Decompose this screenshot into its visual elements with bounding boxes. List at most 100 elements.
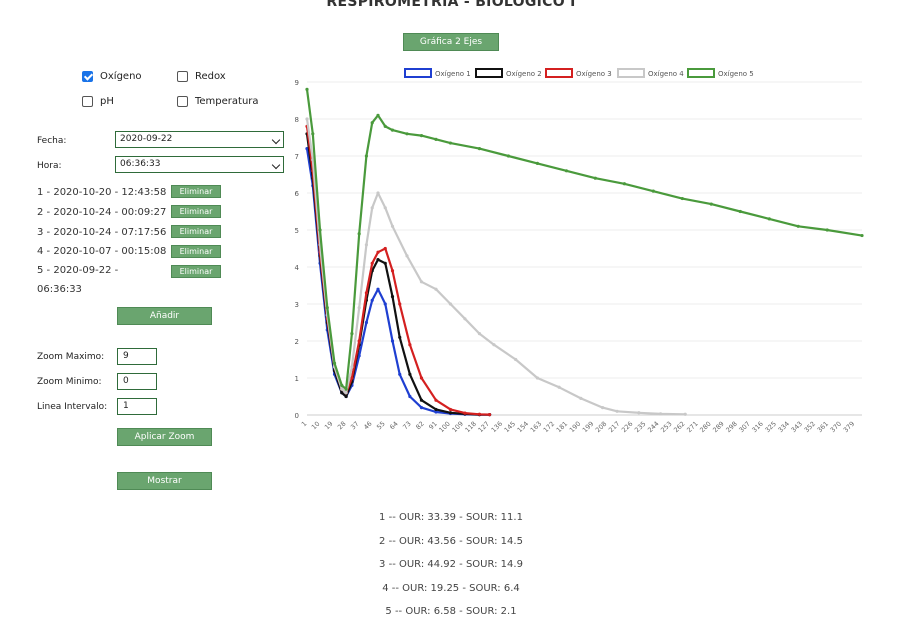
x-tick-label: 280 (698, 420, 712, 434)
data-point (680, 196, 684, 201)
data-point (398, 335, 402, 339)
data-point (383, 206, 387, 210)
delete-record-button[interactable]: Eliminar (171, 185, 221, 198)
record-item: 1 - 2020-10-20 - 12:43:58 (37, 187, 167, 198)
interval-input[interactable]: 1 (117, 398, 157, 415)
data-point (434, 287, 438, 291)
data-point (398, 372, 402, 376)
fecha-label: Fecha: (37, 136, 67, 146)
x-tick-label: 271 (685, 420, 699, 434)
x-tick-label: 37 (349, 420, 361, 432)
chevron-down-icon (271, 135, 281, 145)
x-tick-label: 262 (672, 420, 686, 434)
checkbox-temperatura[interactable] (177, 96, 188, 107)
record-item: 4 - 2020-10-07 - 00:15:08 (37, 246, 167, 257)
y-tick-label: 6 (295, 190, 300, 198)
result-line: 3 -- OUR: 44.92 - SOUR: 14.9 (379, 559, 523, 570)
x-tick-label: 1 (300, 420, 309, 429)
delete-record-button[interactable]: Eliminar (171, 265, 221, 278)
data-point (340, 387, 344, 391)
x-tick-label: 253 (659, 420, 673, 434)
zoom-max-input[interactable]: 9 (117, 348, 157, 365)
data-point (357, 354, 361, 358)
data-point (448, 407, 453, 412)
legend-swatch (545, 68, 573, 78)
show-button[interactable]: Mostrar (117, 472, 212, 490)
zoom-max-label: Zoom Maximo: (37, 352, 105, 362)
checkbox-oxigeno[interactable] (82, 71, 93, 82)
y-tick-label: 5 (295, 227, 299, 235)
x-tick-label: 244 (646, 420, 660, 434)
data-point (383, 246, 387, 251)
two-axis-chart-button[interactable]: Gráfica 2 Ejes (403, 33, 499, 51)
zoom-min-input[interactable]: 0 (117, 373, 157, 390)
data-point (390, 269, 395, 273)
checkbox-temperatura-label: Temperatura (195, 96, 259, 107)
data-point (376, 287, 380, 291)
data-point (477, 412, 482, 416)
data-point (506, 154, 511, 158)
data-point (419, 280, 424, 284)
data-point (357, 306, 361, 310)
data-point (651, 189, 655, 193)
delete-record-button[interactable]: Eliminar (171, 225, 221, 238)
series-line-5 (305, 89, 863, 391)
data-point (408, 372, 412, 376)
y-tick-label: 4 (295, 264, 300, 272)
hora-value: 06:36:33 (120, 159, 161, 169)
hora-select[interactable]: 06:36:33 (115, 156, 284, 173)
data-point (405, 254, 409, 258)
data-point (535, 161, 540, 165)
result-line: 2 -- OUR: 43.56 - SOUR: 14.5 (379, 536, 523, 547)
data-point (463, 317, 467, 321)
result-line: 4 -- OUR: 19.25 - SOUR: 6.4 (382, 583, 520, 594)
x-tick-label: 217 (607, 420, 621, 434)
x-tick-label: 46 (362, 420, 374, 432)
x-tick-label: 235 (633, 420, 647, 434)
data-point (332, 361, 337, 365)
data-point (305, 117, 309, 121)
legend-swatch (404, 68, 432, 78)
x-tick-label: 226 (620, 420, 634, 434)
data-point (434, 407, 438, 412)
data-point (364, 243, 369, 247)
data-point (383, 124, 387, 128)
interval-label: Linea Intervalo: (37, 402, 108, 412)
data-point (305, 87, 309, 91)
data-point (448, 411, 453, 415)
data-point (364, 154, 369, 158)
data-point (658, 412, 663, 416)
x-tick-label: 289 (711, 420, 725, 434)
x-tick-label: 199 (581, 420, 595, 434)
legend-label: Oxígeno 5 (718, 70, 754, 78)
data-point (340, 383, 344, 387)
apply-zoom-button[interactable]: Aplicar Zoom (117, 428, 212, 446)
checkbox-ph[interactable] (82, 96, 93, 107)
delete-record-button[interactable]: Eliminar (171, 205, 221, 218)
legend-label: Oxígeno 3 (576, 70, 612, 78)
data-point (376, 191, 380, 195)
x-tick-label: 145 (503, 420, 517, 434)
data-point (390, 128, 395, 132)
legend-label: Oxígeno 4 (648, 70, 684, 78)
x-tick-label: 325 (763, 420, 777, 434)
add-button[interactable]: Añadir (117, 307, 212, 325)
data-point (419, 376, 424, 380)
data-point (357, 339, 361, 343)
fecha-select[interactable]: 2020-09-22 (115, 131, 284, 148)
data-point (796, 224, 800, 228)
data-point (383, 302, 387, 306)
x-tick-label: 109 (450, 420, 464, 434)
data-point (637, 411, 641, 415)
x-tick-label: 91 (427, 420, 439, 432)
chevron-down-icon (271, 160, 281, 170)
data-point (477, 147, 482, 151)
data-point (350, 365, 354, 369)
x-tick-label: 334 (777, 420, 791, 434)
x-tick-label: 100 (437, 420, 451, 434)
x-tick-label: 307 (737, 420, 751, 434)
record-item: 5 - 2020-09-22 - (37, 265, 119, 276)
delete-record-button[interactable]: Eliminar (171, 245, 221, 258)
checkbox-redox[interactable] (177, 71, 188, 82)
